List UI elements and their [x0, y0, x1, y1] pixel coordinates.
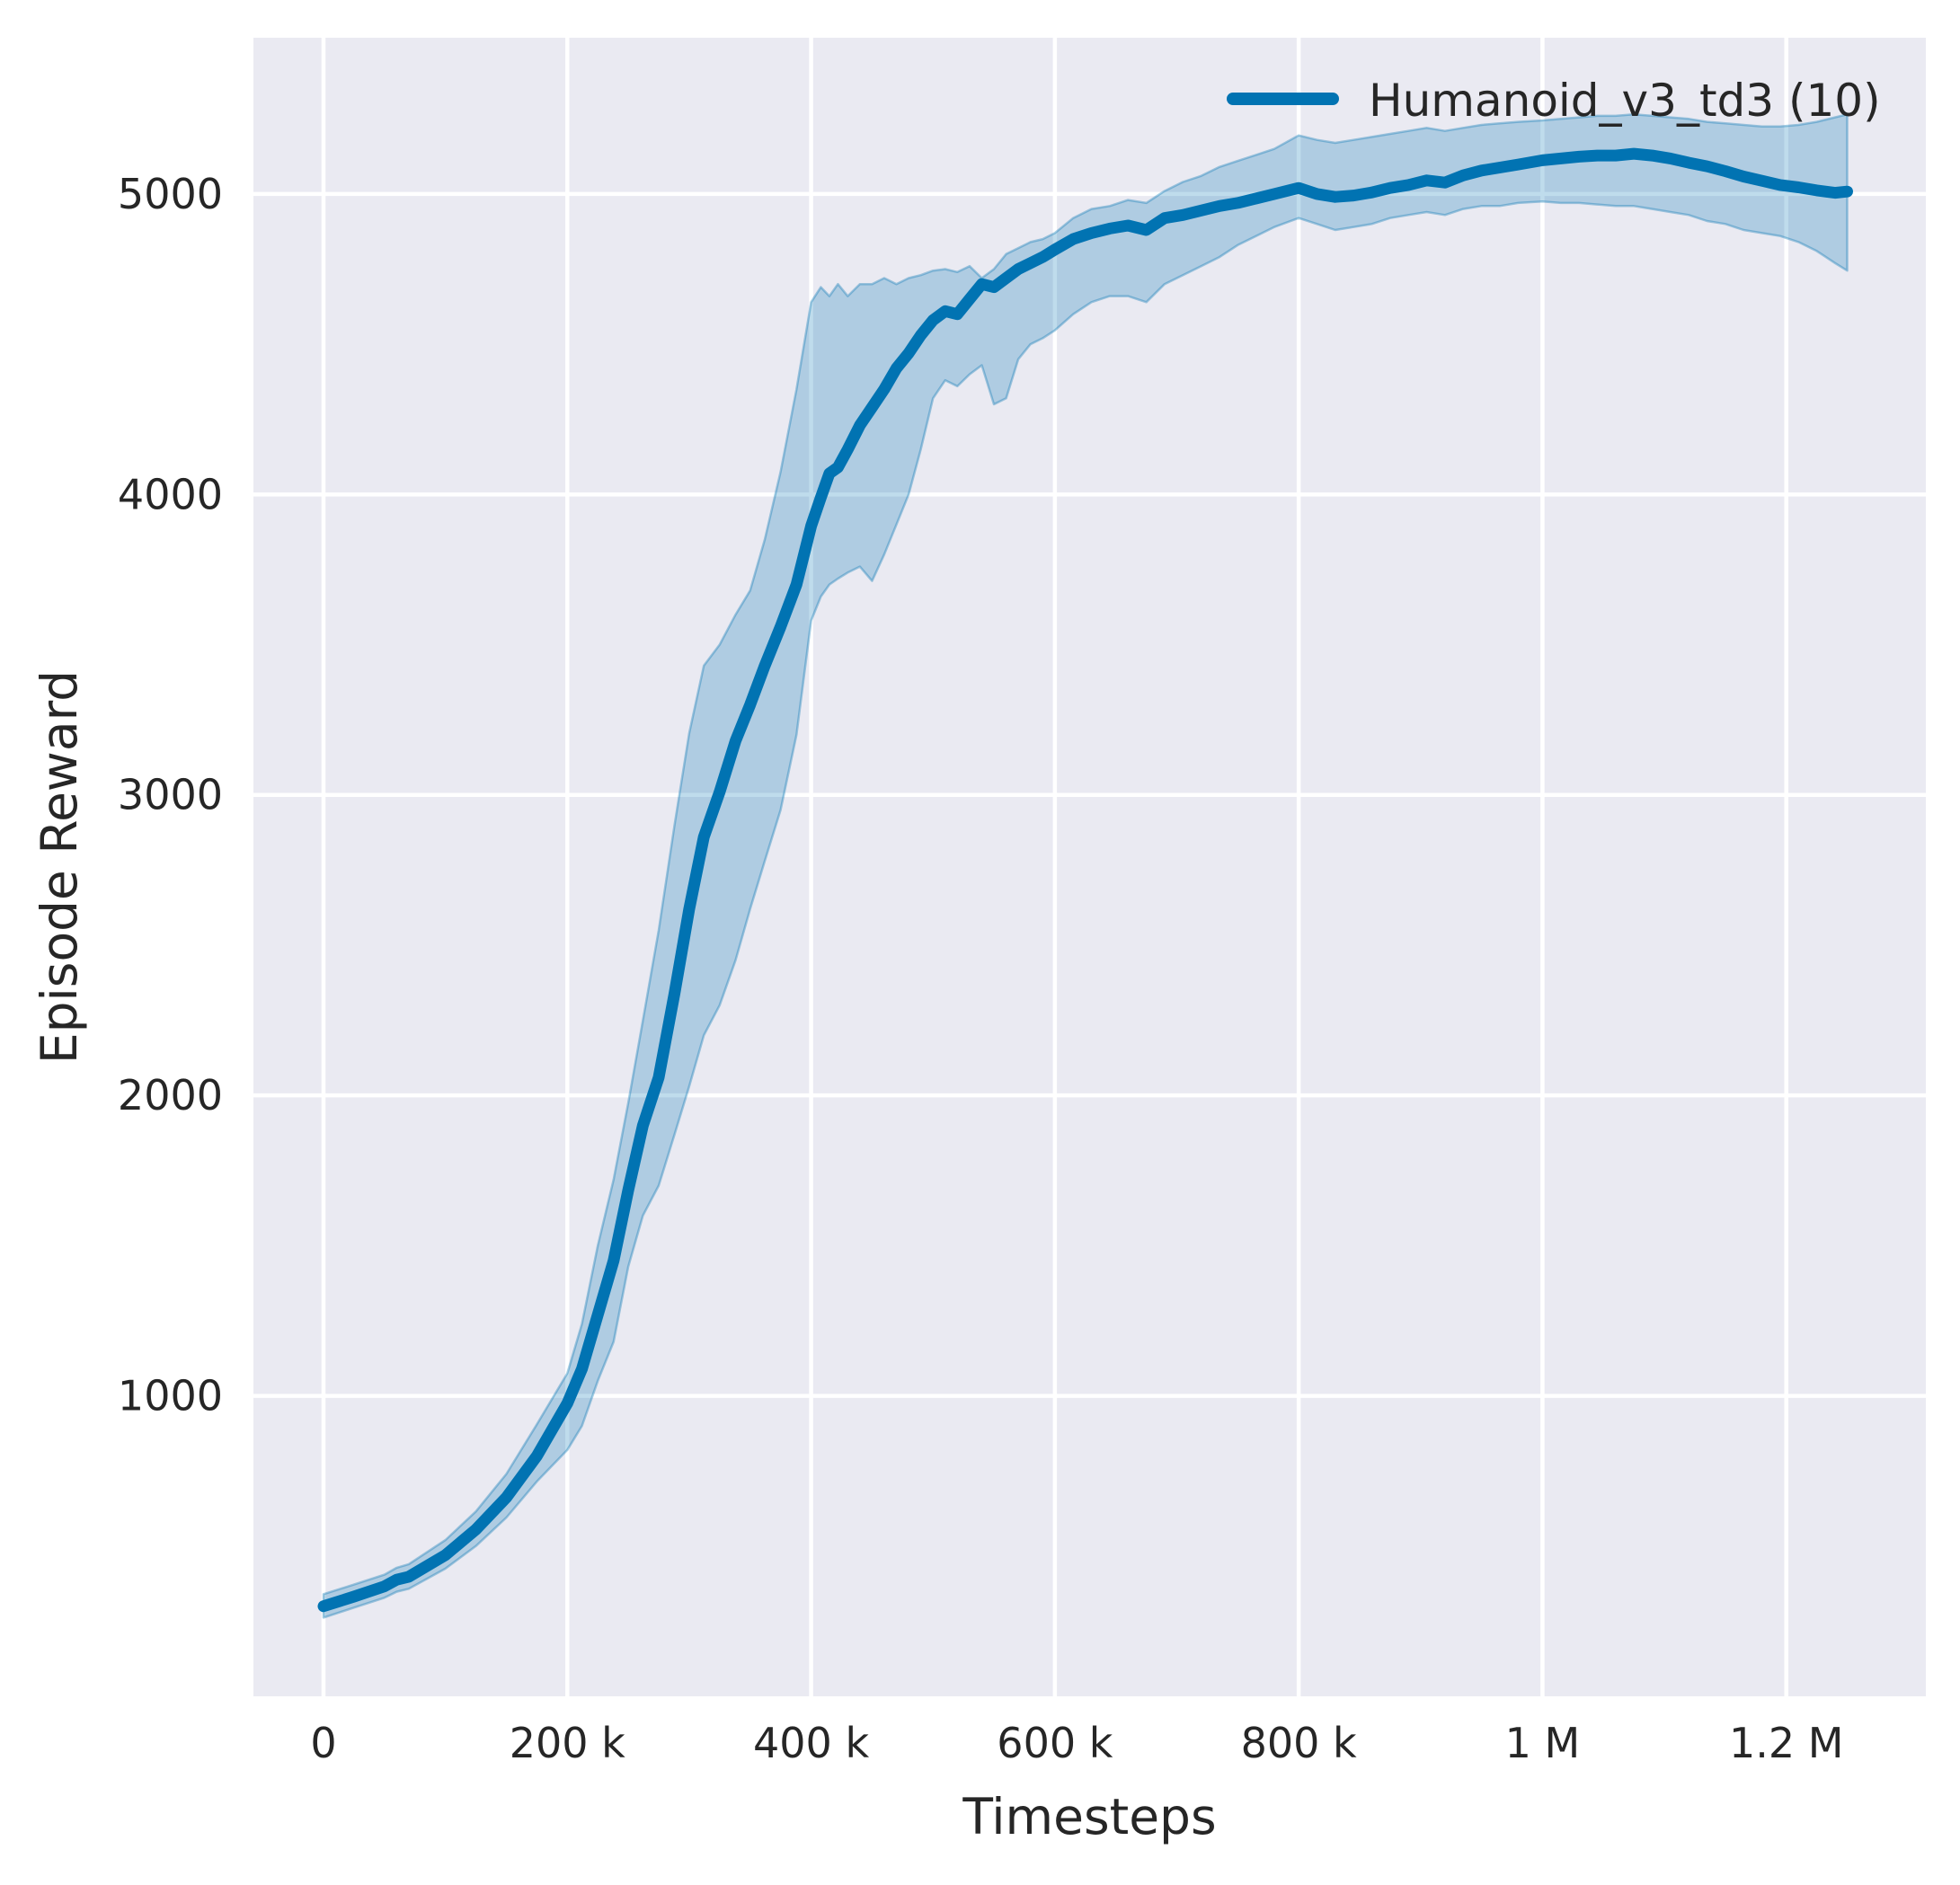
y-axis-label: Episode Reward — [31, 670, 88, 1064]
y-tick-labels: 1000 2000 3000 4000 5000 — [118, 170, 223, 1420]
x-axis-label: Timesteps — [962, 1788, 1216, 1845]
series — [317, 113, 1853, 1619]
x-tick-labels: 0 200 k 400 k 600 k 800 k 1 M 1.2 M — [310, 1719, 1843, 1767]
confidence-band — [322, 113, 1849, 1619]
y-tick-label: 3000 — [118, 771, 223, 819]
reward-curve — [317, 147, 1853, 1613]
y-tick-label: 2000 — [118, 1071, 223, 1119]
grid — [253, 38, 1926, 1696]
x-tick-label: 1 M — [1505, 1719, 1581, 1767]
x-tick-label: 200 k — [510, 1719, 625, 1767]
y-tick-label: 1000 — [118, 1372, 223, 1420]
x-tick-label: 400 k — [753, 1719, 869, 1767]
legend-label: Humanoid_v3_td3 (10) — [1369, 75, 1881, 127]
x-tick-label: 1.2 M — [1729, 1719, 1843, 1767]
y-tick-label: 4000 — [118, 470, 223, 518]
plot-area — [253, 38, 1926, 1696]
x-tick-label: 800 k — [1241, 1719, 1357, 1767]
x-tick-label: 600 k — [997, 1719, 1113, 1767]
legend: Humanoid_v3_td3 (10) — [1227, 75, 1881, 127]
x-tick-label: 0 — [310, 1719, 336, 1767]
y-tick-label: 5000 — [118, 170, 223, 218]
